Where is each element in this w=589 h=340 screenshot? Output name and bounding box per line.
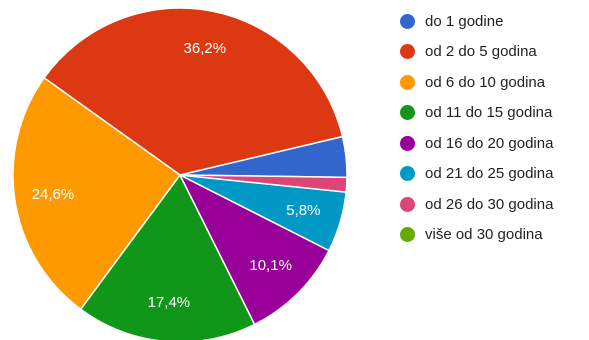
legend-label: od 11 do 15 godina xyxy=(425,104,553,122)
slice-label: 24,6% xyxy=(32,186,75,203)
legend-item: od 6 do 10 godina xyxy=(400,67,553,98)
legend-label: od 6 do 10 godina xyxy=(425,73,546,91)
legend-label: od 26 do 30 godina xyxy=(425,195,554,213)
legend-item: od 2 do 5 godina xyxy=(400,37,553,68)
legend-swatch xyxy=(400,196,415,212)
slice-label: 10,1% xyxy=(249,257,292,274)
pie-slice xyxy=(179,174,348,193)
legend-label: od 2 do 5 godina xyxy=(425,43,537,61)
pie-slice xyxy=(12,76,182,311)
legend-swatch xyxy=(400,135,415,151)
legend-item: od 16 do 20 godina xyxy=(400,128,553,159)
slice-label: 17,4% xyxy=(148,294,191,311)
chart-legend: do 1 godine od 2 do 5 godina od 6 do 10 go… xyxy=(400,6,553,250)
slice-label: 36,2% xyxy=(184,40,227,57)
legend-label: do 1 godine xyxy=(425,12,504,30)
legend-swatch xyxy=(400,227,415,243)
legend-item: do 1 godine xyxy=(400,6,553,37)
pie-slice xyxy=(79,173,256,340)
legend-label: više od 30 godina xyxy=(425,226,543,244)
slice-label: 5,8% xyxy=(286,202,320,219)
legend-item: od 21 do 25 godina xyxy=(400,159,553,190)
pie-slice-labels: 36,2% 24,6% 17,4% 10,1% 5,8% xyxy=(32,40,321,311)
pie-slices xyxy=(12,7,348,340)
legend-label: od 16 do 20 godina xyxy=(425,134,554,152)
legend-swatch xyxy=(400,44,415,60)
pie-slice xyxy=(43,7,344,176)
legend-swatch xyxy=(400,74,415,90)
legend-label: od 21 do 25 godina xyxy=(425,165,554,183)
legend-swatch xyxy=(400,105,415,121)
legend-swatch xyxy=(400,166,415,182)
legend-item: od 11 do 15 godina xyxy=(400,98,553,129)
pie-slice xyxy=(178,173,330,326)
legend-swatch xyxy=(400,13,415,29)
legend-item: od 26 do 30 godina xyxy=(400,189,553,220)
legend-item: više od 30 godina xyxy=(400,220,553,251)
